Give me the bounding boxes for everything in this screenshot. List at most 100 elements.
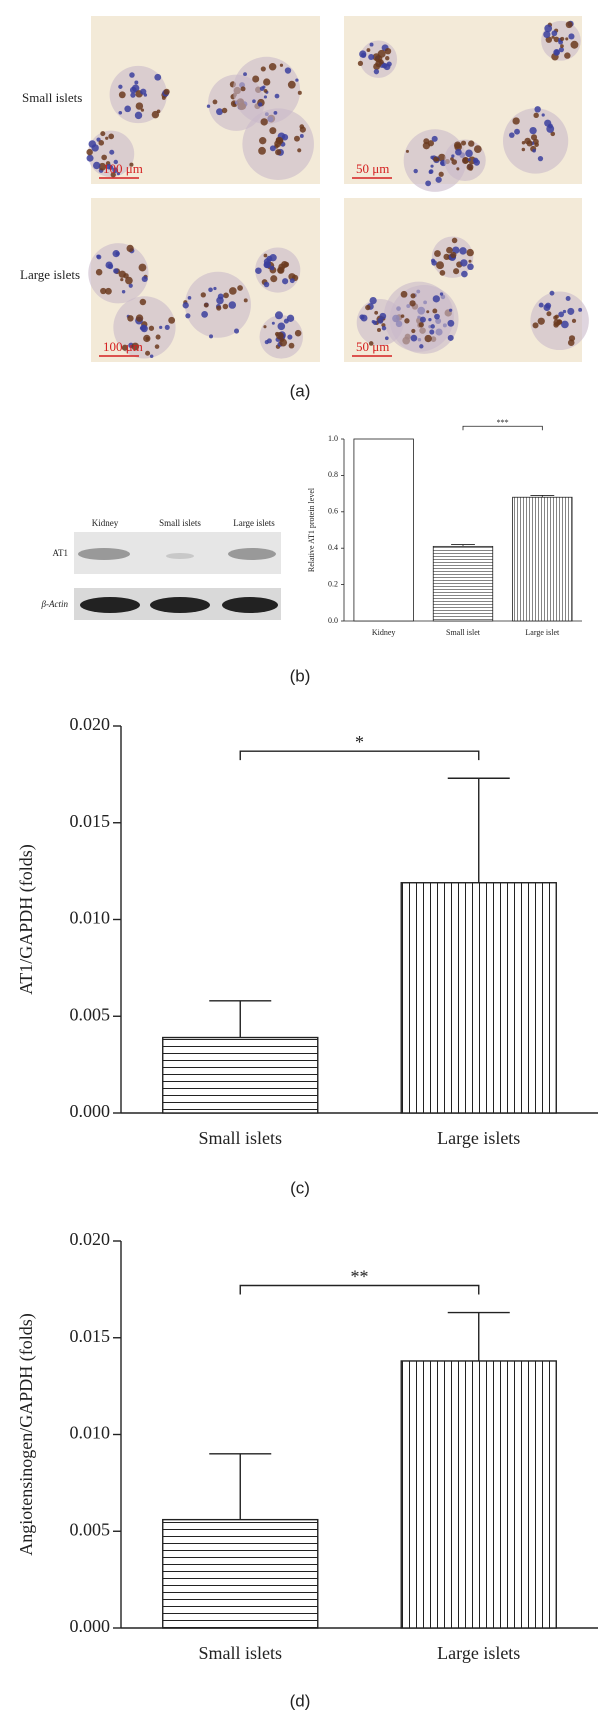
cell	[275, 136, 284, 145]
micrographs: 100 μm 50 μm 100 μm 50 μm	[86, 16, 589, 362]
y-tick-label: 0.020	[70, 714, 111, 734]
y-tick-label: 0.6	[328, 507, 338, 516]
cell	[508, 132, 515, 138]
cell	[252, 75, 260, 83]
cell	[295, 78, 299, 82]
cell	[164, 324, 170, 330]
cell	[424, 334, 432, 343]
cell	[216, 296, 224, 305]
cell	[543, 30, 551, 39]
cell	[532, 148, 536, 153]
cell	[212, 99, 218, 105]
cell	[243, 298, 248, 303]
cell	[271, 321, 275, 325]
cell	[154, 73, 162, 81]
cell	[109, 149, 115, 155]
cell	[460, 259, 468, 267]
y-tick-label: 0.010	[70, 1423, 111, 1443]
cell	[140, 108, 145, 112]
cell	[533, 112, 539, 119]
y-tick-label: 0.015	[70, 1326, 111, 1346]
cell	[86, 154, 94, 162]
cell	[129, 72, 135, 78]
bar	[162, 1036, 319, 1114]
cell	[237, 285, 243, 291]
cell	[451, 237, 458, 244]
significance-label: *	[355, 732, 364, 752]
cell	[200, 292, 206, 298]
cell	[532, 322, 539, 329]
cell	[365, 304, 371, 311]
cell	[213, 286, 217, 291]
bar	[162, 1518, 319, 1629]
x-tick-label: Large islet	[525, 628, 560, 637]
cell	[276, 331, 284, 340]
cell	[541, 113, 545, 117]
bar	[400, 882, 557, 1114]
cell	[368, 341, 374, 346]
cell	[151, 110, 160, 119]
lane-label: Large islets	[233, 518, 275, 528]
y-axis-label: AT1/GAPDH (folds)	[16, 844, 37, 995]
cell	[277, 322, 286, 331]
blot-band	[222, 597, 278, 613]
cell	[430, 164, 434, 168]
cell	[558, 311, 565, 318]
cell	[375, 60, 382, 68]
cell	[287, 80, 296, 89]
cell	[266, 255, 273, 262]
cell	[374, 310, 379, 315]
cell	[565, 21, 573, 29]
significance-bracket	[239, 1284, 480, 1295]
cell	[560, 36, 565, 42]
cell	[368, 54, 375, 61]
y-tick-label: 0.005	[70, 1004, 111, 1024]
cell	[163, 88, 170, 95]
x-tick-label: Small islet	[446, 628, 481, 637]
cell	[456, 167, 460, 171]
significance-label: **	[351, 1266, 369, 1286]
cell	[255, 267, 262, 275]
cell	[379, 312, 387, 320]
cell	[381, 325, 387, 331]
cell	[428, 317, 432, 322]
cell	[110, 172, 116, 178]
cell	[228, 301, 237, 309]
cell	[429, 329, 435, 335]
cell	[118, 91, 126, 99]
cell	[554, 314, 559, 319]
blot-row-label: AT1	[53, 548, 69, 558]
cell	[98, 140, 105, 146]
cell	[439, 270, 446, 276]
bar	[512, 496, 573, 622]
cell	[129, 162, 134, 167]
cell	[565, 37, 569, 41]
cell	[545, 36, 553, 43]
cell	[473, 159, 480, 166]
lane-label: Small islets	[159, 518, 201, 528]
cell	[384, 47, 392, 55]
cell	[131, 84, 140, 92]
cell	[229, 287, 237, 295]
cell	[115, 251, 120, 256]
cell	[243, 72, 247, 77]
cell	[118, 84, 123, 89]
cell	[259, 136, 267, 145]
cell	[530, 134, 538, 141]
cell	[422, 142, 431, 150]
x-tick-label: Small islets	[198, 1128, 282, 1148]
scale-label: 50 μm	[356, 339, 389, 354]
cell	[426, 310, 430, 314]
cell	[400, 314, 405, 318]
cell	[134, 80, 139, 85]
cell	[263, 253, 268, 258]
error-bar	[530, 495, 555, 498]
cell	[258, 146, 266, 155]
cell	[534, 106, 541, 113]
cell	[125, 276, 133, 285]
blot-row-label: β-Actin	[41, 599, 69, 609]
cell	[112, 167, 119, 174]
cell	[436, 261, 444, 270]
cell	[263, 281, 270, 288]
scale-label: 50 μm	[356, 161, 389, 176]
